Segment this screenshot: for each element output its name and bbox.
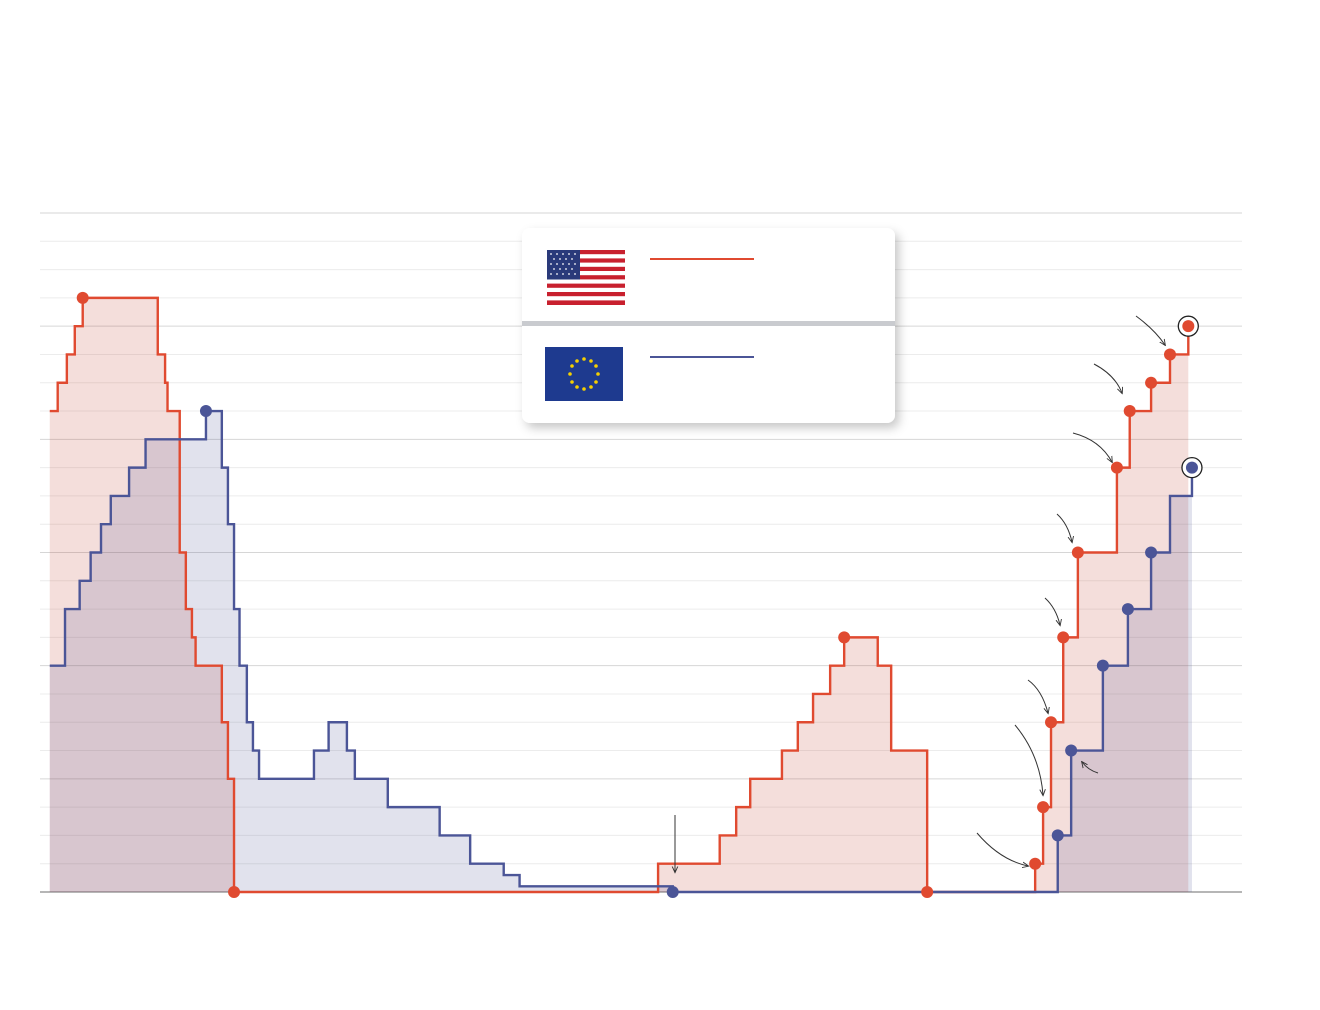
marker [1051, 829, 1064, 842]
marker [666, 886, 679, 898]
marker [921, 886, 934, 898]
markers [76, 291, 1203, 898]
legend [522, 228, 895, 423]
marker [1145, 376, 1158, 389]
step-line [49, 409, 1194, 894]
us-flag [547, 250, 625, 305]
marker [1182, 320, 1195, 333]
arrow [1082, 762, 1099, 774]
fills [49, 297, 1192, 892]
annotation-arrows [675, 315, 1165, 872]
marker [1029, 857, 1042, 870]
area [49, 411, 1192, 892]
arrow [1135, 315, 1165, 345]
marker [1065, 744, 1078, 757]
marker [1123, 405, 1136, 418]
marker [228, 886, 241, 898]
marker [76, 291, 89, 304]
marker [1096, 659, 1109, 672]
marker [838, 631, 851, 644]
arrow [1056, 513, 1072, 542]
arrow [1044, 597, 1060, 625]
marker [1037, 801, 1050, 814]
marker [199, 405, 212, 418]
marker [1057, 631, 1070, 644]
eu-flag [545, 347, 623, 401]
marker [1071, 546, 1084, 559]
legend-divider [522, 321, 895, 326]
area [49, 297, 1189, 892]
marker [1110, 461, 1123, 474]
marker [1185, 461, 1198, 474]
arrow [976, 832, 1028, 866]
marker [1145, 546, 1158, 559]
arrow [1072, 432, 1112, 462]
arrow [1014, 724, 1043, 795]
arrow [1027, 679, 1048, 713]
marker [1164, 348, 1177, 361]
marker [1121, 603, 1134, 616]
arrow [1093, 363, 1122, 393]
marker [1045, 716, 1058, 729]
